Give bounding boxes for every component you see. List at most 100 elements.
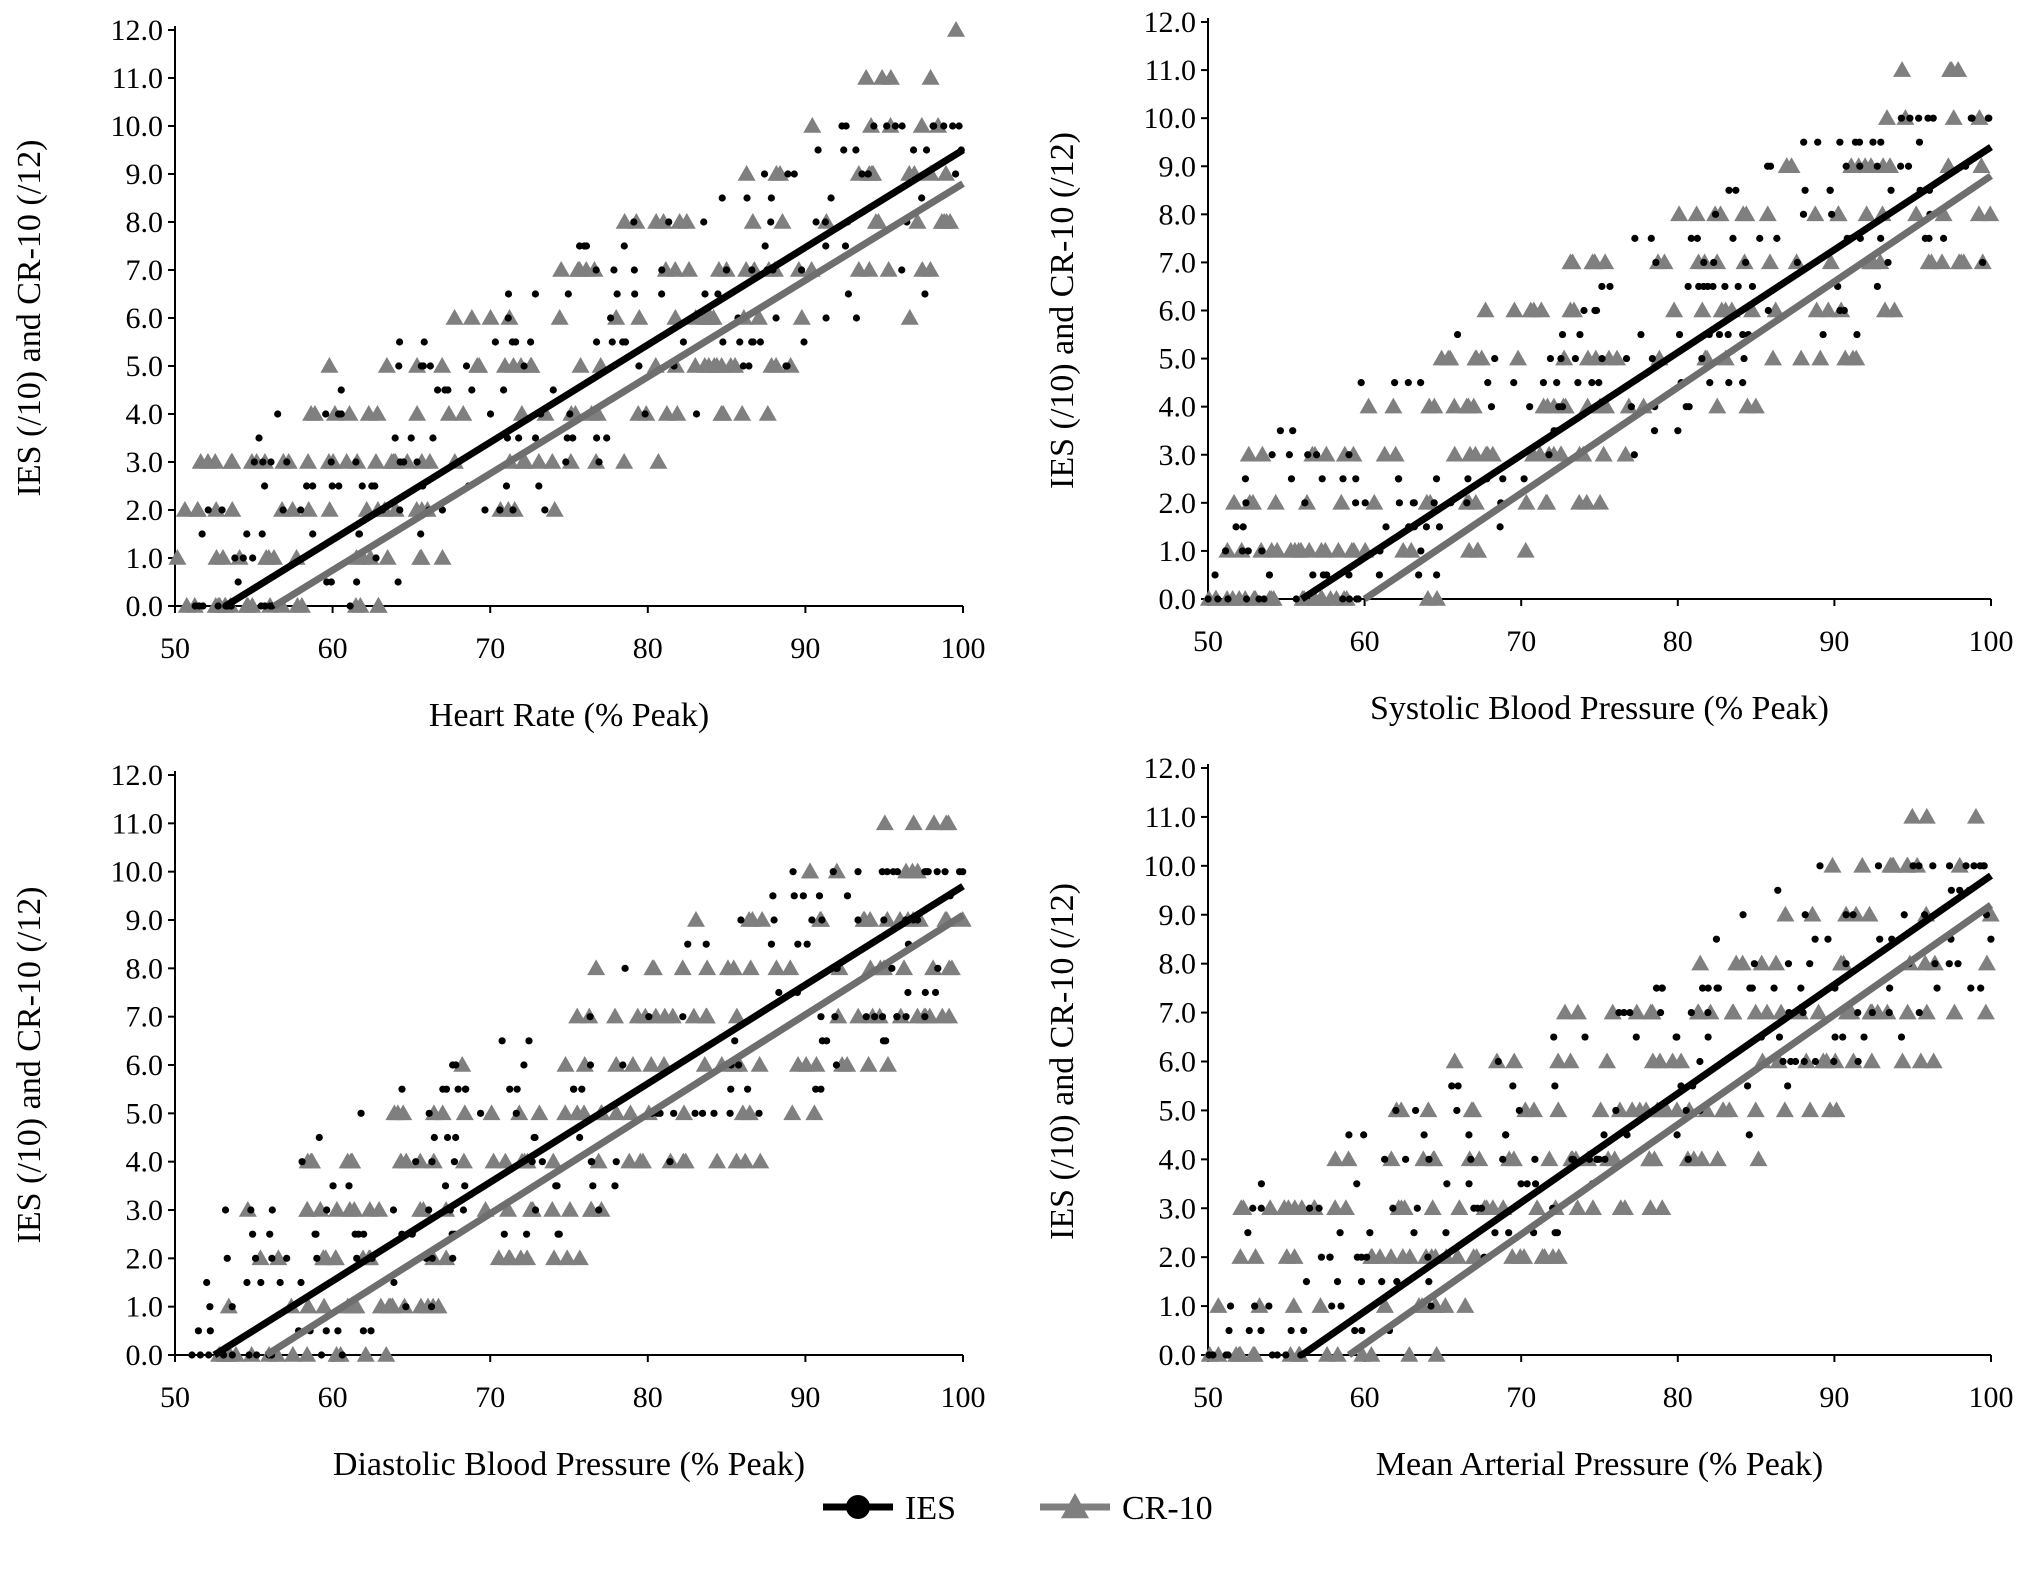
data-point-cr10: [1460, 541, 1479, 558]
data-point-ies: [283, 1254, 291, 1262]
data-point-cr10: [1555, 1003, 1574, 1020]
data-point-cr10: [1313, 590, 1332, 606]
x-tick-label: 70: [475, 1381, 505, 1414]
data-point-ies: [360, 1230, 368, 1238]
data-point-cr10: [700, 309, 719, 325]
data-point-ies: [1684, 1155, 1692, 1163]
data-point-ies: [359, 1327, 367, 1335]
data-point-cr10: [708, 1152, 727, 1169]
data-point-ies: [613, 290, 621, 298]
data-point-cr10: [805, 1104, 824, 1121]
data-point-cr10: [514, 453, 533, 469]
data-point-cr10: [298, 1346, 317, 1362]
data-point-ies: [812, 218, 820, 226]
y-tick-label: 0.0: [1159, 583, 1197, 616]
data-point-ies: [891, 122, 900, 130]
data-point-ies: [1674, 427, 1682, 435]
data-point-ies: [283, 458, 291, 466]
data-point-ies: [530, 1133, 538, 1142]
data-point-ies: [1345, 595, 1354, 603]
data-point-cr10: [878, 1056, 897, 1072]
data-point-ies: [1682, 1106, 1690, 1115]
data-point-ies: [1422, 523, 1431, 531]
data-point-cr10: [751, 1152, 770, 1169]
data-point-ies: [748, 266, 756, 274]
data-point-cr10: [1450, 1199, 1469, 1215]
data-point-ies: [767, 218, 775, 226]
data-point-cr10: [1911, 1052, 1930, 1069]
data-point-ies: [1985, 114, 1993, 122]
data-point-ies: [918, 194, 926, 202]
data-point-cr10: [1284, 1297, 1303, 1313]
data-point-ies: [679, 338, 688, 346]
data-point-ies: [1656, 1008, 1665, 1017]
data-point-ies: [352, 458, 360, 466]
data-point-cr10: [1359, 397, 1378, 414]
data-point-cr10: [1209, 1297, 1228, 1313]
data-point-ies: [279, 506, 287, 514]
data-point-cr10: [762, 357, 781, 373]
x-tick-label: 50: [160, 632, 190, 665]
data-point-cr10: [568, 1007, 587, 1024]
data-point-cr10: [1549, 1248, 1568, 1264]
data-point-ies: [413, 458, 421, 466]
data-point-ies: [566, 410, 574, 418]
data-point-ies: [840, 146, 848, 154]
data-point-cr10: [206, 453, 225, 469]
data-point-ies: [1606, 282, 1614, 291]
data-point-cr10: [379, 1297, 398, 1314]
data-point-ies: [818, 916, 826, 924]
data-point-cr10: [1264, 590, 1283, 606]
data-point-ies: [188, 1351, 196, 1359]
data-point-cr10: [1977, 954, 1996, 971]
data-point-ies: [1648, 354, 1656, 363]
data-point-ies: [1976, 862, 1984, 870]
data-point-ies: [737, 916, 745, 924]
data-point-ies: [1515, 1106, 1523, 1115]
data-point-ies: [309, 482, 317, 490]
data-point-ies: [1381, 1155, 1389, 1163]
data-point-cr10: [615, 453, 634, 469]
data-point-ies: [1494, 1057, 1502, 1066]
data-point-ies: [767, 940, 776, 948]
data-point-ies: [1221, 547, 1230, 555]
data-point-ies: [1232, 523, 1240, 531]
data-point-cr10: [1445, 397, 1464, 414]
data-point-ies: [1204, 595, 1212, 603]
data-point-cr10: [1400, 1346, 1419, 1362]
data-point-ies: [1499, 1155, 1507, 1163]
data-point-ies: [1553, 1229, 1562, 1237]
data-point-cr10: [1568, 1199, 1587, 1215]
data-point-cr10: [1885, 301, 1904, 318]
data-point-ies: [338, 1351, 346, 1359]
data-point-ies: [267, 458, 275, 466]
data-point-ies: [1260, 595, 1268, 603]
data-point-ies: [346, 602, 354, 610]
y-tick-label: 11.0: [112, 807, 163, 840]
data-point-cr10: [750, 1056, 769, 1072]
data-point-ies: [844, 290, 853, 298]
data-point-ies: [450, 1158, 459, 1166]
data-point-cr10: [1445, 1052, 1464, 1069]
data-point-ies: [329, 1182, 337, 1190]
data-point-ies: [1425, 1155, 1433, 1163]
data-point-ies: [1600, 1131, 1608, 1139]
data-point-cr10: [726, 357, 745, 373]
data-point-cr10: [1952, 253, 1971, 270]
legend: IES CR-10: [823, 1490, 1213, 1527]
data-point-cr10: [1427, 590, 1446, 606]
data-point-cr10: [879, 261, 898, 277]
data-point-cr10: [370, 1201, 389, 1217]
data-point-ies: [1357, 1278, 1366, 1286]
data-point-ies: [513, 1085, 521, 1093]
data-point-ies: [1601, 1155, 1609, 1163]
data-point-ies: [206, 1303, 214, 1311]
data-point-cr10: [666, 261, 685, 277]
data-point-ies: [1292, 595, 1300, 603]
data-point-cr10: [1823, 856, 1842, 873]
data-point-ies: [1874, 862, 1883, 870]
data-point-ies: [297, 506, 305, 514]
data-point-cr10: [1524, 1101, 1543, 1118]
y-tick-label: 0.0: [126, 590, 164, 623]
